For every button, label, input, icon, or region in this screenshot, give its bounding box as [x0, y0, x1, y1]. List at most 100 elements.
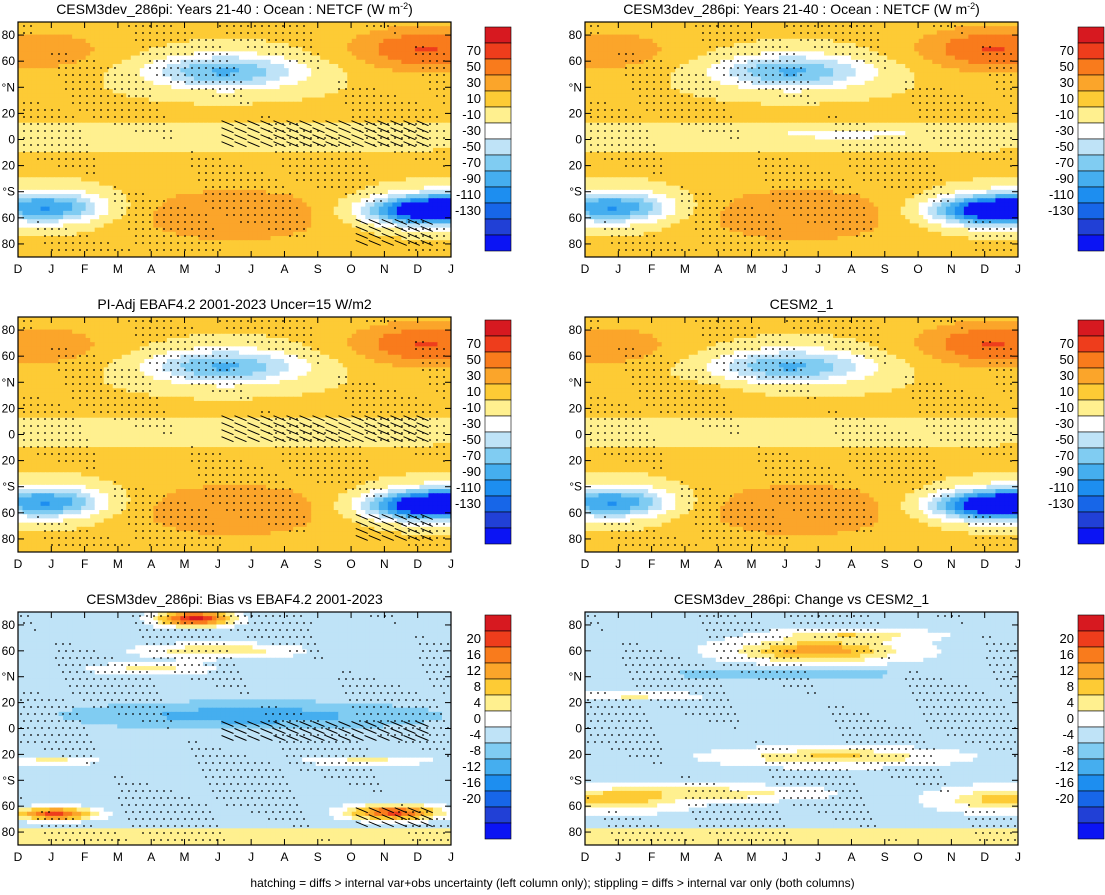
colorbar-box	[484, 399, 512, 417]
x-tick-label: O	[346, 262, 355, 276]
colorbar-box	[484, 646, 512, 664]
y-tick-label: 60	[2, 799, 16, 813]
panel-title: CESM2_1	[770, 296, 834, 312]
y-tick-label: 20	[569, 454, 583, 468]
x-tick-label: J	[1015, 262, 1021, 276]
x-tick-label: J	[615, 262, 621, 276]
x-tick-label: A	[847, 262, 855, 276]
x-tick-label: J	[215, 262, 221, 276]
y-tick-label: 60	[2, 506, 16, 520]
y-tick-label: 20	[2, 159, 16, 173]
colorbar-label: 50	[467, 352, 481, 367]
y-tick-label: 0	[8, 133, 15, 147]
colorbar-box	[484, 154, 512, 172]
colorbar-box	[1077, 463, 1105, 481]
colorbar-box	[484, 678, 512, 696]
colorbar-label: -90	[462, 171, 481, 186]
colorbar-box	[1077, 367, 1105, 385]
colorbar-label: -16	[1055, 775, 1074, 790]
colorbar-box	[484, 351, 512, 369]
x-tick-label: J	[448, 262, 454, 276]
colorbar-box	[484, 58, 512, 76]
x-tick-label: S	[314, 262, 322, 276]
hatching	[221, 120, 433, 246]
x-tick-label: D	[581, 850, 590, 864]
y-tick-label: 80	[2, 323, 16, 337]
y-tick-label: °S	[2, 480, 15, 494]
stippling	[587, 615, 1016, 841]
x-tick-label: J	[815, 262, 821, 276]
x-tick-label: D	[980, 262, 989, 276]
y-tick-label: °S	[2, 773, 15, 787]
x-tick-label: A	[714, 557, 722, 571]
colorbar-box	[484, 170, 512, 188]
colorbar-box	[484, 218, 512, 236]
colorbar-label: 16	[467, 647, 481, 662]
colorbar-label: -90	[1055, 464, 1074, 479]
colorbar-box	[1077, 694, 1105, 712]
colorbar-label: 70	[1060, 43, 1074, 58]
x-tick-label: J	[48, 262, 54, 276]
y-tick-label: °S	[569, 480, 582, 494]
colorbar-box	[484, 495, 512, 513]
colorbar-box	[1077, 351, 1105, 369]
colorbar-label: -12	[462, 759, 481, 774]
stippling	[20, 615, 449, 841]
x-tick-label: A	[280, 262, 288, 276]
panel-title: CESM3dev_286pi: Change vs CESM2_1	[674, 591, 929, 607]
x-tick-label: M	[113, 850, 123, 864]
colorbar-box	[484, 694, 512, 712]
panel-title: CESM3dev_286pi: Years 21-40 : Ocean : NE…	[56, 1, 413, 17]
x-tick-label: J	[448, 850, 454, 864]
colorbar-box	[1077, 646, 1105, 664]
colorbar-label: -130	[455, 496, 481, 511]
x-tick-label: S	[314, 850, 322, 864]
x-tick-label: D	[980, 850, 989, 864]
colorbar-label: 12	[1060, 663, 1074, 678]
colorbar-box	[1077, 58, 1105, 76]
y-tick-label: 0	[575, 722, 582, 736]
y-tick-label: 20	[569, 159, 583, 173]
x-tick-label: D	[14, 557, 23, 571]
colorbar-box	[484, 630, 512, 648]
colorbar-box	[484, 758, 512, 776]
y-tick-label: 20	[2, 747, 16, 761]
x-tick-label: N	[947, 262, 956, 276]
x-tick-label: M	[113, 557, 123, 571]
colorbar-box	[484, 662, 512, 680]
colorbar-label: 0	[1067, 711, 1074, 726]
colorbar-box	[484, 202, 512, 220]
colorbar-label: -10	[462, 400, 481, 415]
x-tick-label: J	[48, 850, 54, 864]
x-tick-label: J	[215, 557, 221, 571]
x-tick-label: F	[648, 262, 655, 276]
colorbar-box	[1077, 319, 1105, 337]
panel-title: CESM3dev_286pi: Bias vs EBAF4.2 2001-202…	[86, 591, 383, 607]
colorbar-label: -10	[462, 107, 481, 122]
colorbar-box	[484, 234, 512, 252]
x-tick-label: S	[881, 557, 889, 571]
colorbar-label: 8	[474, 679, 481, 694]
x-tick-label: O	[913, 262, 922, 276]
colorbar-label: -50	[462, 139, 481, 154]
y-tick-label: 60	[569, 211, 583, 225]
colorbar-box	[1077, 726, 1105, 744]
colorbar-label: 50	[1060, 352, 1074, 367]
x-tick-label: M	[747, 262, 757, 276]
y-tick-label: °N	[2, 80, 15, 94]
y-tick-label: 80	[569, 618, 583, 632]
x-tick-label: A	[280, 850, 288, 864]
colorbar-label: 50	[467, 59, 481, 74]
colorbar-label: -90	[462, 464, 481, 479]
x-tick-label: J	[782, 850, 788, 864]
colorbar-label: 70	[467, 43, 481, 58]
x-tick-label: D	[14, 262, 23, 276]
x-tick-label: A	[847, 557, 855, 571]
colorbar-box	[1077, 774, 1105, 792]
x-tick-label: S	[314, 557, 322, 571]
panel-5: CESM3dev_286pi: Bias vs EBAF4.2 2001-202…	[2, 591, 512, 864]
